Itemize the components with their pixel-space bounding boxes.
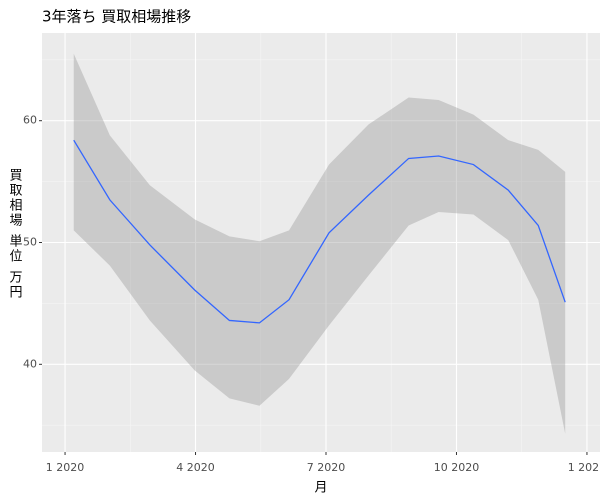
plot-area bbox=[73, 53, 566, 434]
x-tick-label: 1 2021 bbox=[568, 461, 600, 474]
y-tick-label: 40 bbox=[23, 357, 37, 370]
smooth-line bbox=[73, 139, 566, 324]
chart-title: 3年落ち 買取相場推移 bbox=[42, 8, 191, 26]
x-tick-label: 7 2020 bbox=[307, 461, 346, 474]
grid bbox=[42, 33, 600, 452]
x-tick-label: 10 2020 bbox=[434, 461, 480, 474]
y-tick-label: 60 bbox=[23, 114, 37, 127]
x-axis-label: 月 bbox=[314, 481, 327, 496]
x-tick-label: 1 2020 bbox=[46, 461, 85, 474]
confidence-band bbox=[73, 53, 566, 434]
y-axis-label: 買取相場 単位 万円 bbox=[7, 168, 23, 300]
y-tick-label: 50 bbox=[23, 236, 37, 249]
x-tick-label: 4 2020 bbox=[176, 461, 215, 474]
